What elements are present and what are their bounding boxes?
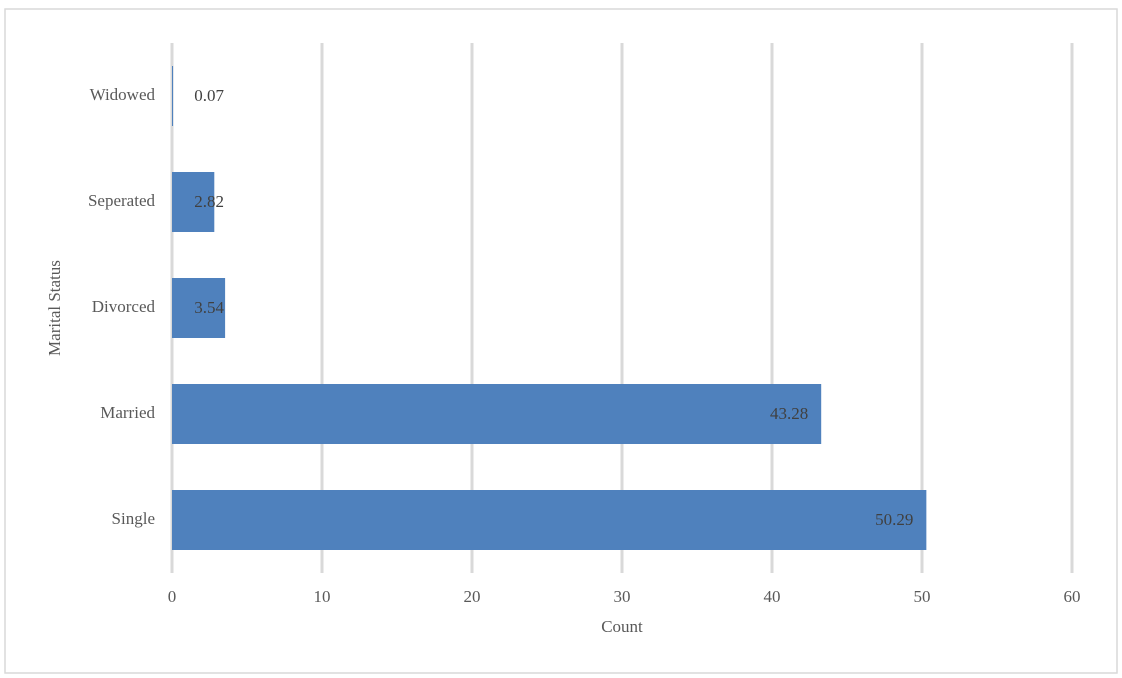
y-tick-label: Widowed (90, 85, 156, 104)
x-tick-label: 10 (314, 587, 331, 606)
data-label: 50.29 (875, 510, 913, 529)
data-label: 3.54 (194, 298, 224, 317)
bar (172, 490, 927, 550)
x-tick-label: 20 (464, 587, 481, 606)
x-tick-label: 60 (1064, 587, 1081, 606)
y-tick-label: Seperated (88, 191, 156, 210)
chart-frame (4, 8, 1118, 674)
x-axis-label: Count (601, 617, 643, 636)
y-tick-label: Divorced (92, 297, 156, 316)
y-tick-label: Married (100, 403, 155, 422)
bar (172, 172, 215, 232)
x-tick-label: 50 (914, 587, 931, 606)
y-axis-label: Marital Status (45, 260, 64, 356)
x-tick-label: 40 (764, 587, 781, 606)
bar (172, 278, 226, 338)
data-label: 0.07 (194, 86, 224, 105)
data-label: 43.28 (770, 404, 808, 423)
x-tick-label: 30 (614, 587, 631, 606)
bar (172, 66, 174, 126)
y-tick-label: Single (112, 509, 155, 528)
bar (172, 384, 822, 444)
x-tick-label: 0 (168, 587, 177, 606)
data-label: 2.82 (194, 192, 224, 211)
